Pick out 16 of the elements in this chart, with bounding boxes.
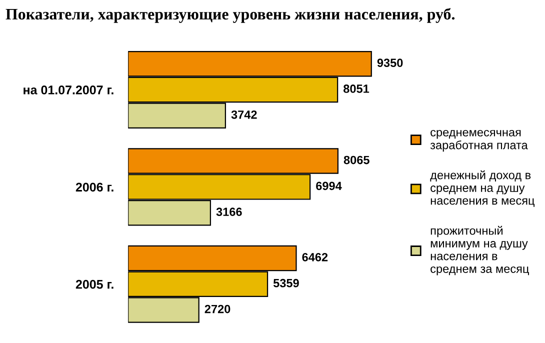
data-label: 2720	[204, 304, 230, 314]
data-label: 5359	[273, 278, 299, 288]
legend-label: денежный доход в среднем на душу населения в месяц	[430, 170, 535, 207]
data-label: 8051	[344, 84, 370, 93]
data-label: 8065	[344, 156, 370, 164]
legend-label: прожиточный минимум на душу населения в среднем за месяц	[430, 226, 529, 276]
legend-label: среднемесячная заработная плата	[430, 130, 528, 152]
data-label: 6994	[316, 182, 342, 190]
data-label: 3742	[231, 110, 257, 119]
data-label: 9350	[377, 58, 403, 68]
data-label: 3166	[216, 208, 242, 216]
chart-title: Показатели, характеризующие уровень жизни населения, руб.	[6, 8, 455, 23]
y-tick-label: 2005 г.	[76, 280, 114, 289]
y-tick-label: 2006 г.	[76, 182, 114, 192]
data-label: 6462	[302, 253, 328, 262]
y-tick-label: на 01.07.2007 г.	[24, 86, 114, 94]
